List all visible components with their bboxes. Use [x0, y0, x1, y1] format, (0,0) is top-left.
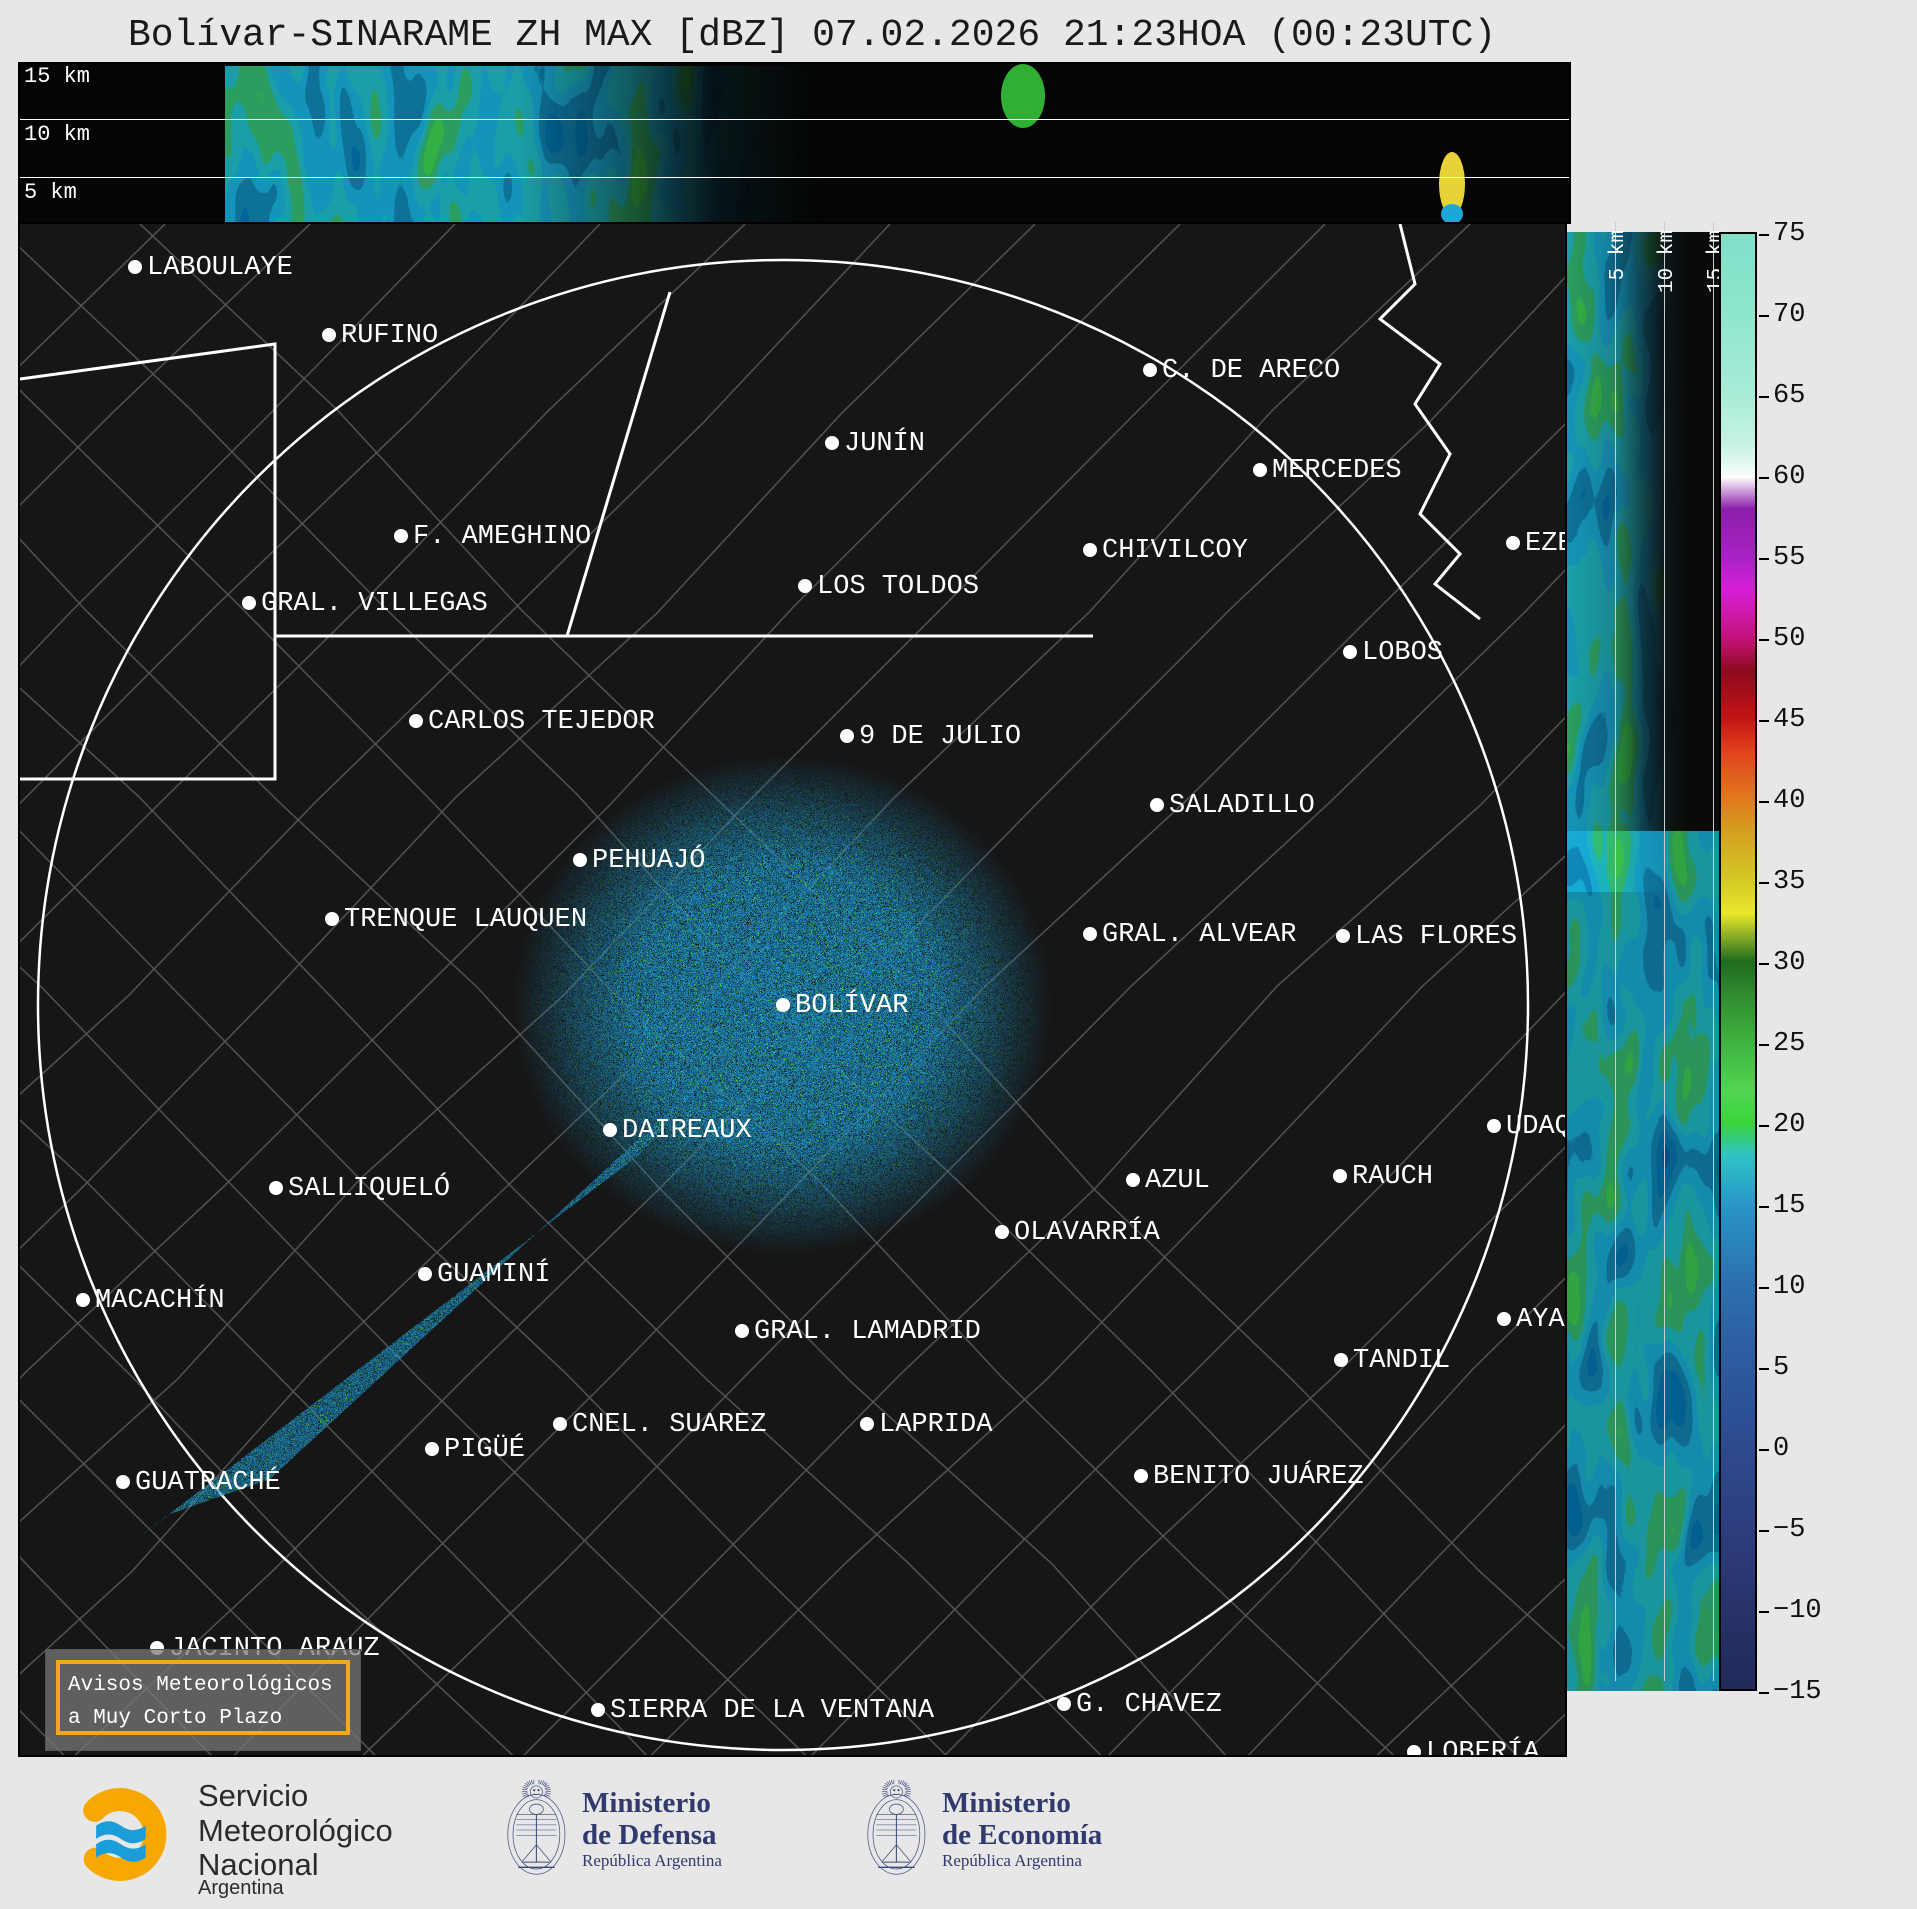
svg-text:RAUCH: RAUCH	[1352, 1162, 1433, 1192]
svg-text:LOBOS: LOBOS	[1362, 638, 1443, 668]
svg-text:SIERRA DE LA VENTANA: SIERRA DE LA VENTANA	[610, 1696, 935, 1726]
svg-text:MACACHÍN: MACACHÍN	[95, 1284, 225, 1316]
svg-text:PEHUAJÓ: PEHUAJÓ	[592, 843, 705, 876]
svg-text:AYA: AYA	[1516, 1305, 1565, 1335]
svg-text:LAPRIDA: LAPRIDA	[879, 1410, 993, 1440]
svg-text:CNEL. SUAREZ: CNEL. SUAREZ	[572, 1410, 766, 1440]
svg-text:AZUL: AZUL	[1145, 1166, 1210, 1196]
svg-text:C. DE ARECO: C. DE ARECO	[1162, 356, 1340, 386]
svg-text:GUAMINÍ: GUAMINÍ	[437, 1258, 550, 1290]
svg-text:GRAL. VILLEGAS: GRAL. VILLEGAS	[261, 589, 488, 619]
svg-text:BOLÍVAR: BOLÍVAR	[795, 989, 908, 1021]
svg-text:BENITO JUÁREZ: BENITO JUÁREZ	[1153, 1460, 1364, 1492]
svg-text:G. CHAVEZ: G. CHAVEZ	[1076, 1690, 1222, 1720]
svg-text:CHIVILCOY: CHIVILCOY	[1102, 536, 1248, 566]
svg-text:OLAVARRÍA: OLAVARRÍA	[1014, 1216, 1161, 1248]
svg-text:CARLOS TEJEDOR: CARLOS TEJEDOR	[428, 707, 655, 737]
svg-text:LOS TOLDOS: LOS TOLDOS	[817, 572, 979, 602]
svg-text:TANDIL: TANDIL	[1353, 1346, 1450, 1376]
svg-text:F. AMEGHINO: F. AMEGHINO	[413, 522, 591, 552]
svg-text:EZE: EZE	[1525, 529, 1567, 559]
svg-text:LAS FLORES: LAS FLORES	[1355, 922, 1517, 952]
svg-text:GRAL. LAMADRID: GRAL. LAMADRID	[754, 1317, 981, 1347]
svg-text:JUNÍN: JUNÍN	[844, 427, 925, 459]
svg-text:LOBERÍA: LOBERÍA	[1426, 1736, 1540, 1757]
svg-text:UDAQ: UDAQ	[1506, 1112, 1567, 1142]
svg-text:PIGÜÉ: PIGÜÉ	[444, 1433, 525, 1465]
svg-text:GRAL. ALVEAR: GRAL. ALVEAR	[1102, 920, 1296, 950]
svg-text:9 DE JULIO: 9 DE JULIO	[859, 722, 1021, 752]
svg-text:RUFINO: RUFINO	[341, 321, 438, 351]
svg-text:LABOULAYE: LABOULAYE	[147, 253, 293, 283]
svg-text:GUATRACHÉ: GUATRACHÉ	[135, 1466, 281, 1498]
svg-text:SALADILLO: SALADILLO	[1169, 791, 1315, 821]
svg-text:SALLIQUELÓ: SALLIQUELÓ	[288, 1171, 450, 1204]
svg-text:TRENQUE LAUQUEN: TRENQUE LAUQUEN	[344, 905, 587, 935]
svg-text:DAIREAUX: DAIREAUX	[622, 1116, 752, 1146]
svg-text:MERCEDES: MERCEDES	[1272, 456, 1402, 486]
